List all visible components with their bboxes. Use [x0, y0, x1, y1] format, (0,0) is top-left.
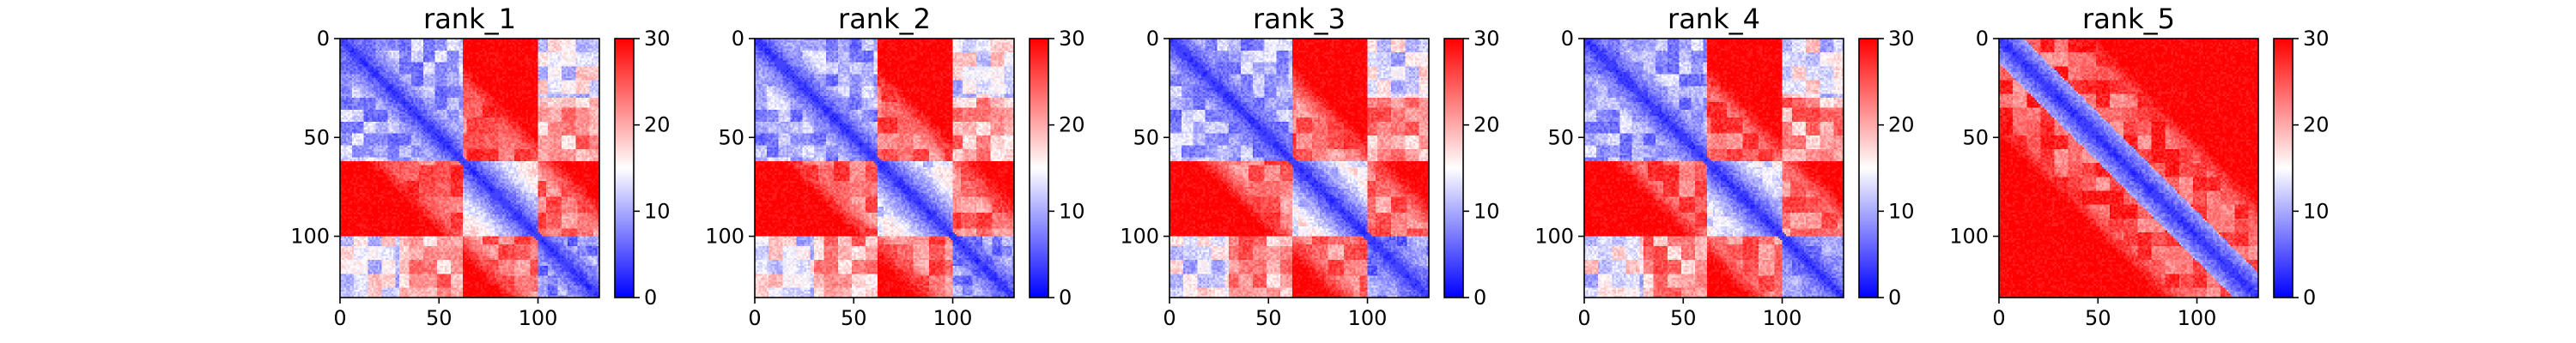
heatmap-panel-1: rank_1 0 50 100 0 50 100 0 10 20 30	[290, 3, 670, 330]
colorbar	[1444, 39, 1463, 298]
colorbar-tick-label: 10	[1059, 199, 1085, 223]
y-tick-label: 50	[1962, 125, 1989, 149]
colorbar-tick-label: 0	[644, 286, 657, 310]
colorbar-tick-label: 0	[1473, 286, 1486, 310]
y-tick-label: 100	[1120, 225, 1159, 249]
colorbar-tick-label: 30	[644, 27, 671, 51]
y-tick-label: 0	[1976, 27, 1989, 51]
colorbar-tick-label: 10	[2303, 199, 2330, 223]
colorbar-tick-label: 0	[1888, 286, 1901, 310]
x-tick-label: 100	[1763, 306, 1802, 330]
heatmap-image	[1999, 39, 2258, 298]
colorbar-tick-label: 20	[1059, 113, 1085, 137]
heatmap-panel-2: rank_2 0 50 100 0 50 100 0 10 20 30	[705, 3, 1084, 330]
x-tick-label: 50	[1255, 306, 1282, 330]
colorbar-tick-label: 20	[1888, 113, 1915, 137]
y-tick-label: 0	[317, 27, 330, 51]
y-tick-label: 100	[290, 225, 330, 249]
colorbar-frame	[1858, 38, 1879, 298]
colorbar	[1859, 39, 1878, 298]
y-tick-label: 50	[1133, 125, 1159, 149]
y-tick-label: 50	[1547, 125, 1574, 149]
heatmap-frame	[339, 38, 600, 298]
x-tick-label: 0	[748, 306, 761, 330]
colorbar	[615, 39, 634, 298]
y-tick-label: 100	[1949, 225, 1989, 249]
y-tick-label: 100	[705, 225, 744, 249]
colorbar-tick-label: 20	[2303, 113, 2330, 137]
panel-title: rank_3	[1253, 3, 1346, 35]
colorbar-tick-label: 0	[2303, 286, 2316, 310]
panel-title: rank_2	[838, 3, 931, 35]
x-tick-label: 50	[841, 306, 867, 330]
x-tick-label: 0	[1577, 306, 1590, 330]
colorbar-tick-label: 0	[1059, 286, 1072, 310]
heatmap-image	[340, 39, 599, 298]
x-tick-label: 100	[1348, 306, 1388, 330]
colorbar-frame	[1443, 38, 1464, 298]
y-tick-label: 0	[1561, 27, 1574, 51]
x-tick-label: 50	[426, 306, 453, 330]
colorbar-frame	[1029, 38, 1049, 298]
heatmap-panel-3: rank_3 0 50 100 0 50 100 0 10 20 30	[1120, 3, 1499, 330]
heatmap-image	[1584, 39, 1844, 298]
colorbar-tick-label: 30	[1888, 27, 1915, 51]
panel-title: rank_4	[1668, 3, 1760, 35]
x-tick-label: 0	[1163, 306, 1176, 330]
y-tick-label: 50	[303, 125, 330, 149]
colorbar-tick-label: 20	[1473, 113, 1500, 137]
colorbar-tick-label: 30	[1473, 27, 1500, 51]
colorbar-tick-label: 30	[1059, 27, 1085, 51]
y-tick-label: 50	[718, 125, 744, 149]
heatmap-panel-5: rank_5 0 50 100 0 50 100 0 10 20 30	[1949, 3, 2329, 330]
colorbar	[2274, 39, 2293, 298]
colorbar-tick-label: 10	[1888, 199, 1915, 223]
y-tick-label: 0	[732, 27, 744, 51]
x-tick-label: 100	[2178, 306, 2217, 330]
heatmap-image	[1170, 39, 1429, 298]
panel-title: rank_5	[2082, 3, 2175, 35]
heatmap-image	[755, 39, 1014, 298]
heatmap-frame	[1583, 38, 1844, 298]
x-tick-label: 100	[933, 306, 973, 330]
heatmap-frame	[1998, 38, 2259, 298]
x-tick-label: 50	[2085, 306, 2111, 330]
colorbar-tick-label: 10	[644, 199, 671, 223]
colorbar-tick-label: 20	[644, 113, 671, 137]
x-tick-label: 50	[1670, 306, 1697, 330]
colorbar-tick-label: 10	[1473, 199, 1500, 223]
heatmap-panel-4: rank_4 0 50 100 0 50 100 0 10 20 30	[1534, 3, 1914, 330]
heatmap-frame	[1169, 38, 1430, 298]
colorbar-tick-label: 30	[2303, 27, 2330, 51]
colorbar-frame	[614, 38, 635, 298]
x-tick-label: 100	[519, 306, 558, 330]
colorbar	[1030, 39, 1048, 298]
colorbar-frame	[2273, 38, 2293, 298]
x-tick-label: 0	[1992, 306, 2005, 330]
heatmap-frame	[754, 38, 1015, 298]
y-tick-label: 100	[1534, 225, 1574, 249]
y-tick-label: 0	[1146, 27, 1159, 51]
panel-title: rank_1	[423, 3, 516, 35]
x-tick-label: 0	[333, 306, 346, 330]
